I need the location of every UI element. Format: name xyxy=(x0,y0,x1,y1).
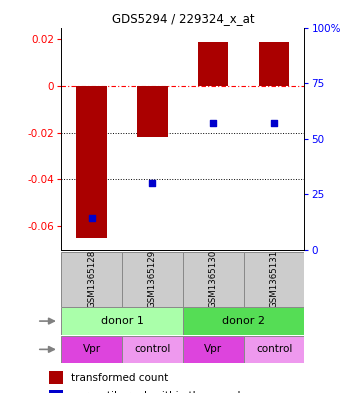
Text: transformed count: transformed count xyxy=(71,373,168,383)
Bar xyxy=(49,390,63,393)
Bar xyxy=(183,336,244,363)
Bar xyxy=(61,336,122,363)
Bar xyxy=(61,252,122,307)
Bar xyxy=(61,307,183,335)
Bar xyxy=(244,252,304,307)
Text: donor 2: donor 2 xyxy=(222,316,265,326)
Text: GSM1365129: GSM1365129 xyxy=(148,250,157,308)
Bar xyxy=(183,307,304,335)
Text: percentile rank within the sample: percentile rank within the sample xyxy=(71,391,247,393)
Bar xyxy=(198,42,229,86)
Title: GDS5294 / 229324_x_at: GDS5294 / 229324_x_at xyxy=(112,12,254,25)
Text: GSM1365128: GSM1365128 xyxy=(87,250,96,308)
Bar xyxy=(76,86,107,238)
Bar xyxy=(137,86,168,138)
Text: Vpr: Vpr xyxy=(83,344,101,354)
Bar xyxy=(259,42,289,86)
Bar xyxy=(244,336,304,363)
Point xyxy=(271,120,277,126)
Point xyxy=(150,180,155,186)
Text: GSM1365131: GSM1365131 xyxy=(270,250,279,308)
Text: control: control xyxy=(134,344,171,354)
Point xyxy=(89,215,95,222)
Point xyxy=(210,120,216,126)
Text: GSM1365130: GSM1365130 xyxy=(209,250,218,308)
Bar xyxy=(122,336,183,363)
Text: Vpr: Vpr xyxy=(204,344,222,354)
Bar xyxy=(183,252,244,307)
Bar xyxy=(122,252,183,307)
Text: donor 1: donor 1 xyxy=(100,316,144,326)
Text: control: control xyxy=(256,344,292,354)
Bar xyxy=(49,371,63,384)
